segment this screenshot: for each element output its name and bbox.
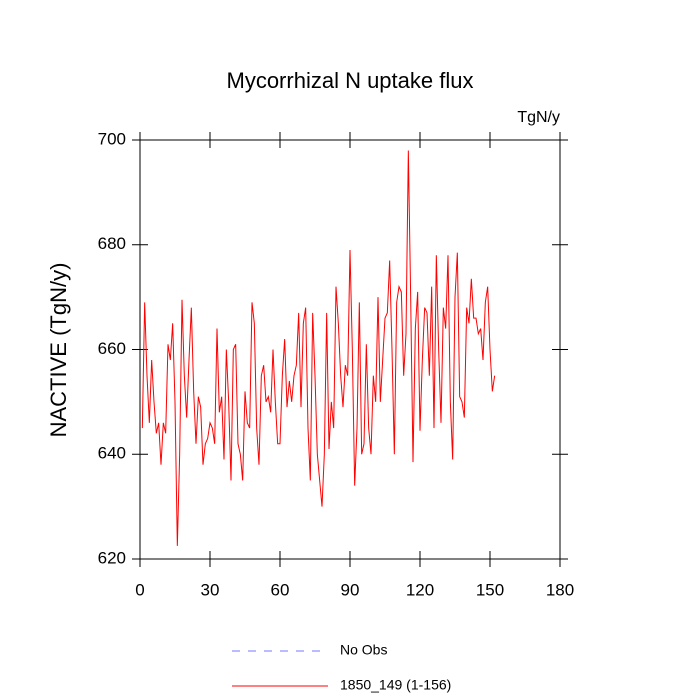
plot-frame (139, 139, 561, 560)
y-tick-label: 660 (98, 339, 126, 358)
y-tick-label: 700 (98, 129, 126, 148)
y-tick-label: 640 (98, 444, 126, 463)
x-tick-label: 0 (135, 580, 144, 599)
x-tick-label: 150 (476, 580, 504, 599)
legend-label: 1850_149 (1-156) (340, 677, 451, 693)
data-line (141, 150, 496, 546)
y-axis-label: NACTIVE (TgN/y) (46, 263, 71, 438)
units-label: TgN/y (517, 109, 560, 126)
legend-label: No Obs (340, 642, 387, 658)
x-tick-label: 60 (271, 580, 290, 599)
x-tick-label: 120 (406, 580, 434, 599)
x-tick-label: 30 (201, 580, 220, 599)
y-tick-label: 680 (98, 234, 126, 253)
chart-title: Mycorrhizal N uptake flux (227, 68, 474, 93)
y-tick-label: 620 (98, 548, 126, 567)
x-tick-label: 180 (546, 580, 574, 599)
x-tick-label: 90 (341, 580, 360, 599)
